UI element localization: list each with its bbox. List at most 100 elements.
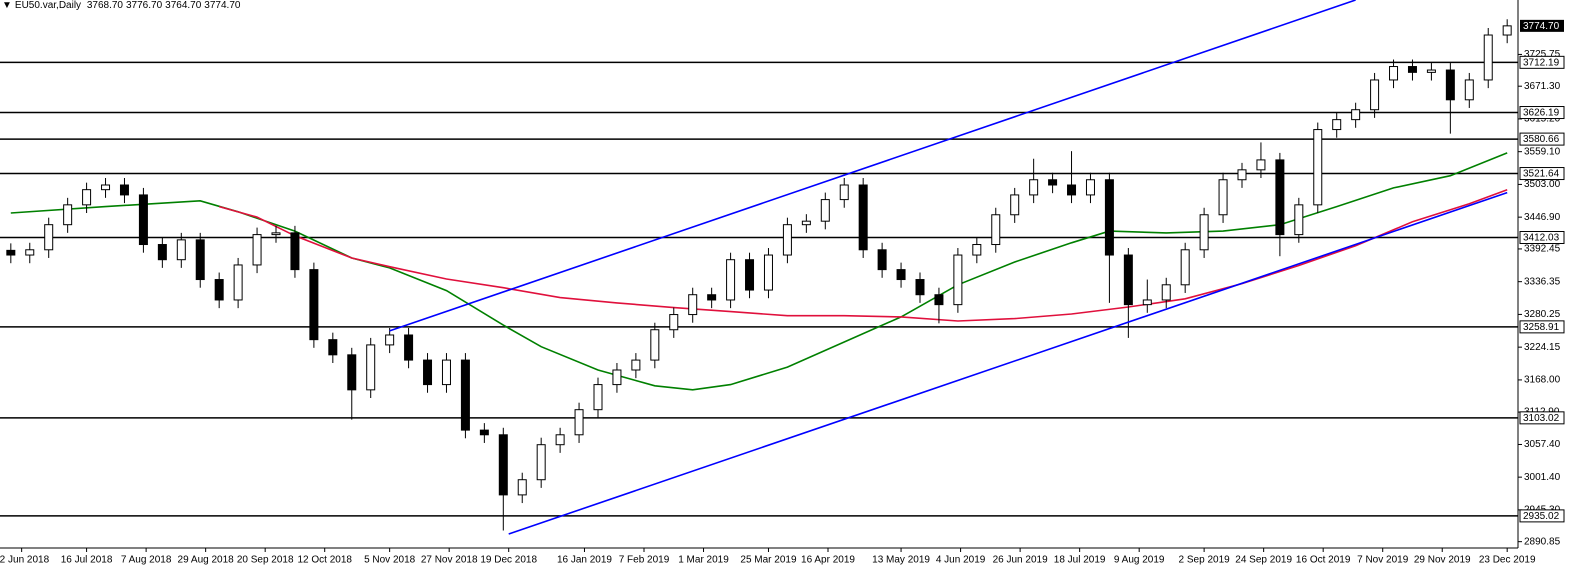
candle-body: [176, 239, 186, 261]
x-tick-label: 26 Jun 2019: [993, 555, 1048, 566]
x-tick-label: 19 Dec 2018: [480, 555, 537, 566]
candle-body: [1180, 249, 1190, 286]
candle-body: [82, 189, 92, 206]
candle-body: [290, 232, 300, 271]
x-tick-label: 9 Aug 2019: [1114, 555, 1165, 566]
candle-body: [1104, 179, 1114, 256]
level-label: 3626.19: [1523, 108, 1560, 119]
candle-body: [44, 224, 54, 251]
candle-body: [1426, 69, 1436, 73]
x-tick-label: 1 Mar 2019: [678, 555, 729, 566]
level-label-box: [1519, 55, 1565, 69]
x-tick-label: 23 Dec 2019: [1479, 555, 1536, 566]
level-label: 3103.02: [1523, 413, 1560, 424]
chart-header: ▼ EU50.var,Daily 3768.70 3776.70 3764.70 377…: [2, 0, 243, 12]
x-tick-label: 18 Jul 2019: [1054, 555, 1106, 566]
y-tick-label: 3168.00: [1524, 375, 1561, 386]
y-tick-label: 3336.35: [1524, 276, 1561, 287]
candle-body: [536, 444, 546, 481]
trendline: [389, 0, 1356, 332]
x-tick-label: 25 Mar 2019: [740, 555, 797, 566]
candle-body: [157, 244, 167, 261]
candle-body: [101, 184, 111, 191]
candle-body: [1502, 25, 1512, 36]
candle-body: [1351, 109, 1361, 121]
y-tick-label: 3671.30: [1524, 81, 1561, 92]
moving-average: [218, 188, 1508, 322]
candle-body: [328, 339, 338, 356]
candle-body: [858, 184, 868, 251]
candle-body: [745, 259, 755, 291]
level-label-box: [1519, 411, 1565, 425]
candle-body: [1313, 129, 1323, 206]
candle-body: [555, 434, 565, 446]
y-tick-label: 3057.40: [1524, 439, 1561, 450]
y-tick-label: 3224.15: [1524, 342, 1561, 353]
candle-body: [782, 224, 792, 256]
candle-body: [726, 259, 736, 301]
candle-body: [877, 249, 887, 271]
candle-body: [953, 254, 963, 306]
candle-body: [63, 204, 73, 226]
candle-body: [1294, 204, 1304, 236]
x-tick-label: 4 Jun 2019: [936, 555, 986, 566]
y-tick-label: 3001.40: [1524, 472, 1561, 483]
x-tick-label: 27 Nov 2018: [421, 555, 478, 566]
candle-body: [1237, 169, 1247, 181]
level-label-box: [1519, 320, 1565, 334]
x-tick-label: 7 Feb 2019: [619, 555, 670, 566]
candle-body: [347, 354, 357, 391]
x-tick-label: 20 Sep 2018: [237, 555, 294, 566]
candle-body: [669, 314, 679, 331]
level-label-box: [1519, 132, 1565, 146]
ohlc-value: 3768.70: [86, 0, 123, 11]
x-tick-label: 24 Sep 2019: [1235, 555, 1292, 566]
candle-body: [801, 220, 811, 226]
candle-body: [1199, 214, 1209, 251]
level-label: 3712.19: [1523, 57, 1560, 68]
candle-body: [991, 214, 1001, 246]
candle-body: [195, 239, 205, 281]
x-tick-label: 16 Jan 2019: [557, 555, 612, 566]
level-label: 3521.64: [1523, 169, 1560, 180]
x-tick-label: 29 Aug 2018: [178, 555, 235, 566]
y-tick-label: 3503.00: [1524, 179, 1561, 190]
trendline: [508, 191, 1508, 535]
candle-body: [517, 479, 527, 496]
x-tick-label: 12 Oct 2018: [297, 555, 352, 566]
candle-body: [252, 234, 262, 266]
level-label: 3580.66: [1523, 134, 1560, 145]
symbol: EU50.var,Daily: [14, 0, 82, 11]
x-tick-label: 16 Apr 2019: [801, 555, 855, 566]
x-tick-label: 2 Sep 2019: [1179, 555, 1231, 566]
candle-body: [934, 294, 944, 306]
x-tick-label: 7 Aug 2018: [121, 555, 172, 566]
candle-body: [1407, 66, 1417, 73]
x-tick-label: 22 Jun 2018: [0, 555, 50, 566]
y-tick-label: 2890.85: [1524, 536, 1561, 547]
candle-body: [1332, 119, 1342, 131]
level-label: 3412.03: [1523, 233, 1560, 244]
candle-body: [650, 329, 660, 361]
ohlc-value: 3764.70: [165, 0, 202, 11]
y-tick-label: 3446.90: [1524, 212, 1561, 223]
x-tick-label: 7 Nov 2019: [1357, 555, 1409, 566]
moving-average: [10, 152, 1508, 391]
menu-arrow[interactable]: ▼: [2, 0, 12, 11]
candle-body: [1483, 34, 1493, 81]
candle-body: [233, 264, 243, 301]
candle-body: [1142, 299, 1152, 306]
candle-body: [138, 194, 148, 246]
candle-body: [1067, 184, 1077, 196]
y-tick-label: 3280.25: [1524, 309, 1561, 320]
candle-body: [214, 279, 224, 301]
candle-body: [972, 244, 982, 256]
x-tick-label: 5 Nov 2018: [364, 555, 416, 566]
candle-body: [119, 184, 129, 196]
candle-body: [6, 249, 16, 256]
y-tick-label: 3392.45: [1524, 244, 1561, 255]
candle-body: [688, 294, 698, 316]
level-label-box: [1519, 231, 1565, 245]
